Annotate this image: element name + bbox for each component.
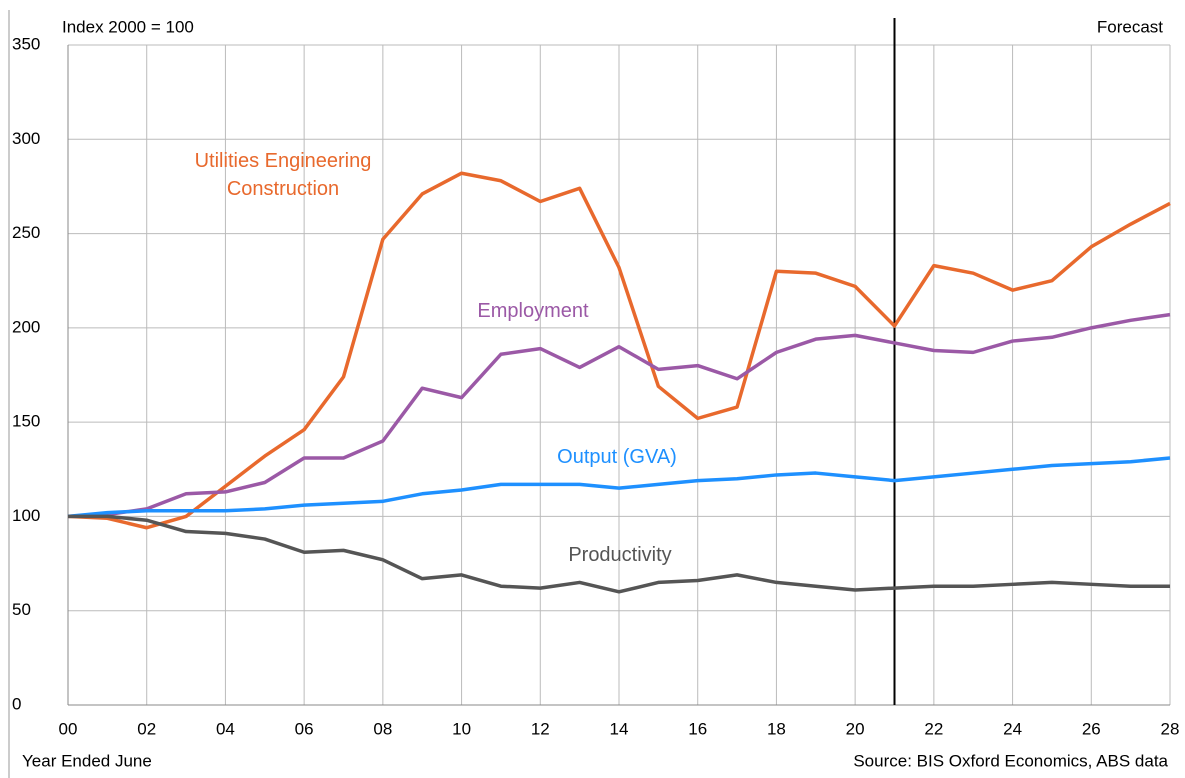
series-line: [67, 456, 1171, 519]
y-tick-label: 300: [12, 129, 40, 148]
series-label: Utilities Engineering Construction: [194, 150, 372, 200]
series-line: [68, 514, 1170, 594]
x-tick-label: 16: [688, 719, 707, 738]
x-tick-label: 14: [610, 719, 629, 738]
x-tick-label: 22: [924, 719, 943, 738]
x-tick-label: 02: [137, 719, 156, 738]
y-tick-label: 200: [12, 317, 40, 336]
y-tick-label: 150: [12, 412, 40, 431]
x-tick-label: 28: [1161, 719, 1180, 738]
x-tick-label: 18: [767, 719, 786, 738]
source-note: Source: BIS Oxford Economics, ABS data: [853, 751, 1168, 770]
series-line: [67, 312, 1171, 519]
y-tick-label: 250: [12, 223, 40, 242]
x-tick-label: 10: [452, 719, 471, 738]
series-label: Output (GVA): [557, 446, 677, 468]
x-tick-label: 04: [216, 719, 235, 738]
y-tick-label: 0: [12, 694, 21, 713]
series-label: Employment: [477, 300, 589, 322]
chart-title: Index 2000 = 100: [62, 17, 194, 36]
x-tick-label: 12: [531, 719, 550, 738]
y-tick-label: 50: [12, 600, 31, 619]
forecast-label: Forecast: [1097, 17, 1163, 36]
x-tick-label: 08: [373, 719, 392, 738]
y-tick-label: 100: [12, 506, 40, 525]
series-line: [67, 171, 1171, 530]
x-tick-label: 26: [1082, 719, 1101, 738]
series-label: Productivity: [568, 544, 672, 566]
x-axis-label: Year Ended June: [22, 751, 152, 770]
x-tick-label: 06: [295, 719, 314, 738]
x-tick-label: 00: [59, 719, 78, 738]
y-tick-label: 350: [12, 34, 40, 53]
x-tick-label: 20: [846, 719, 865, 738]
x-tick-label: 24: [1003, 719, 1022, 738]
